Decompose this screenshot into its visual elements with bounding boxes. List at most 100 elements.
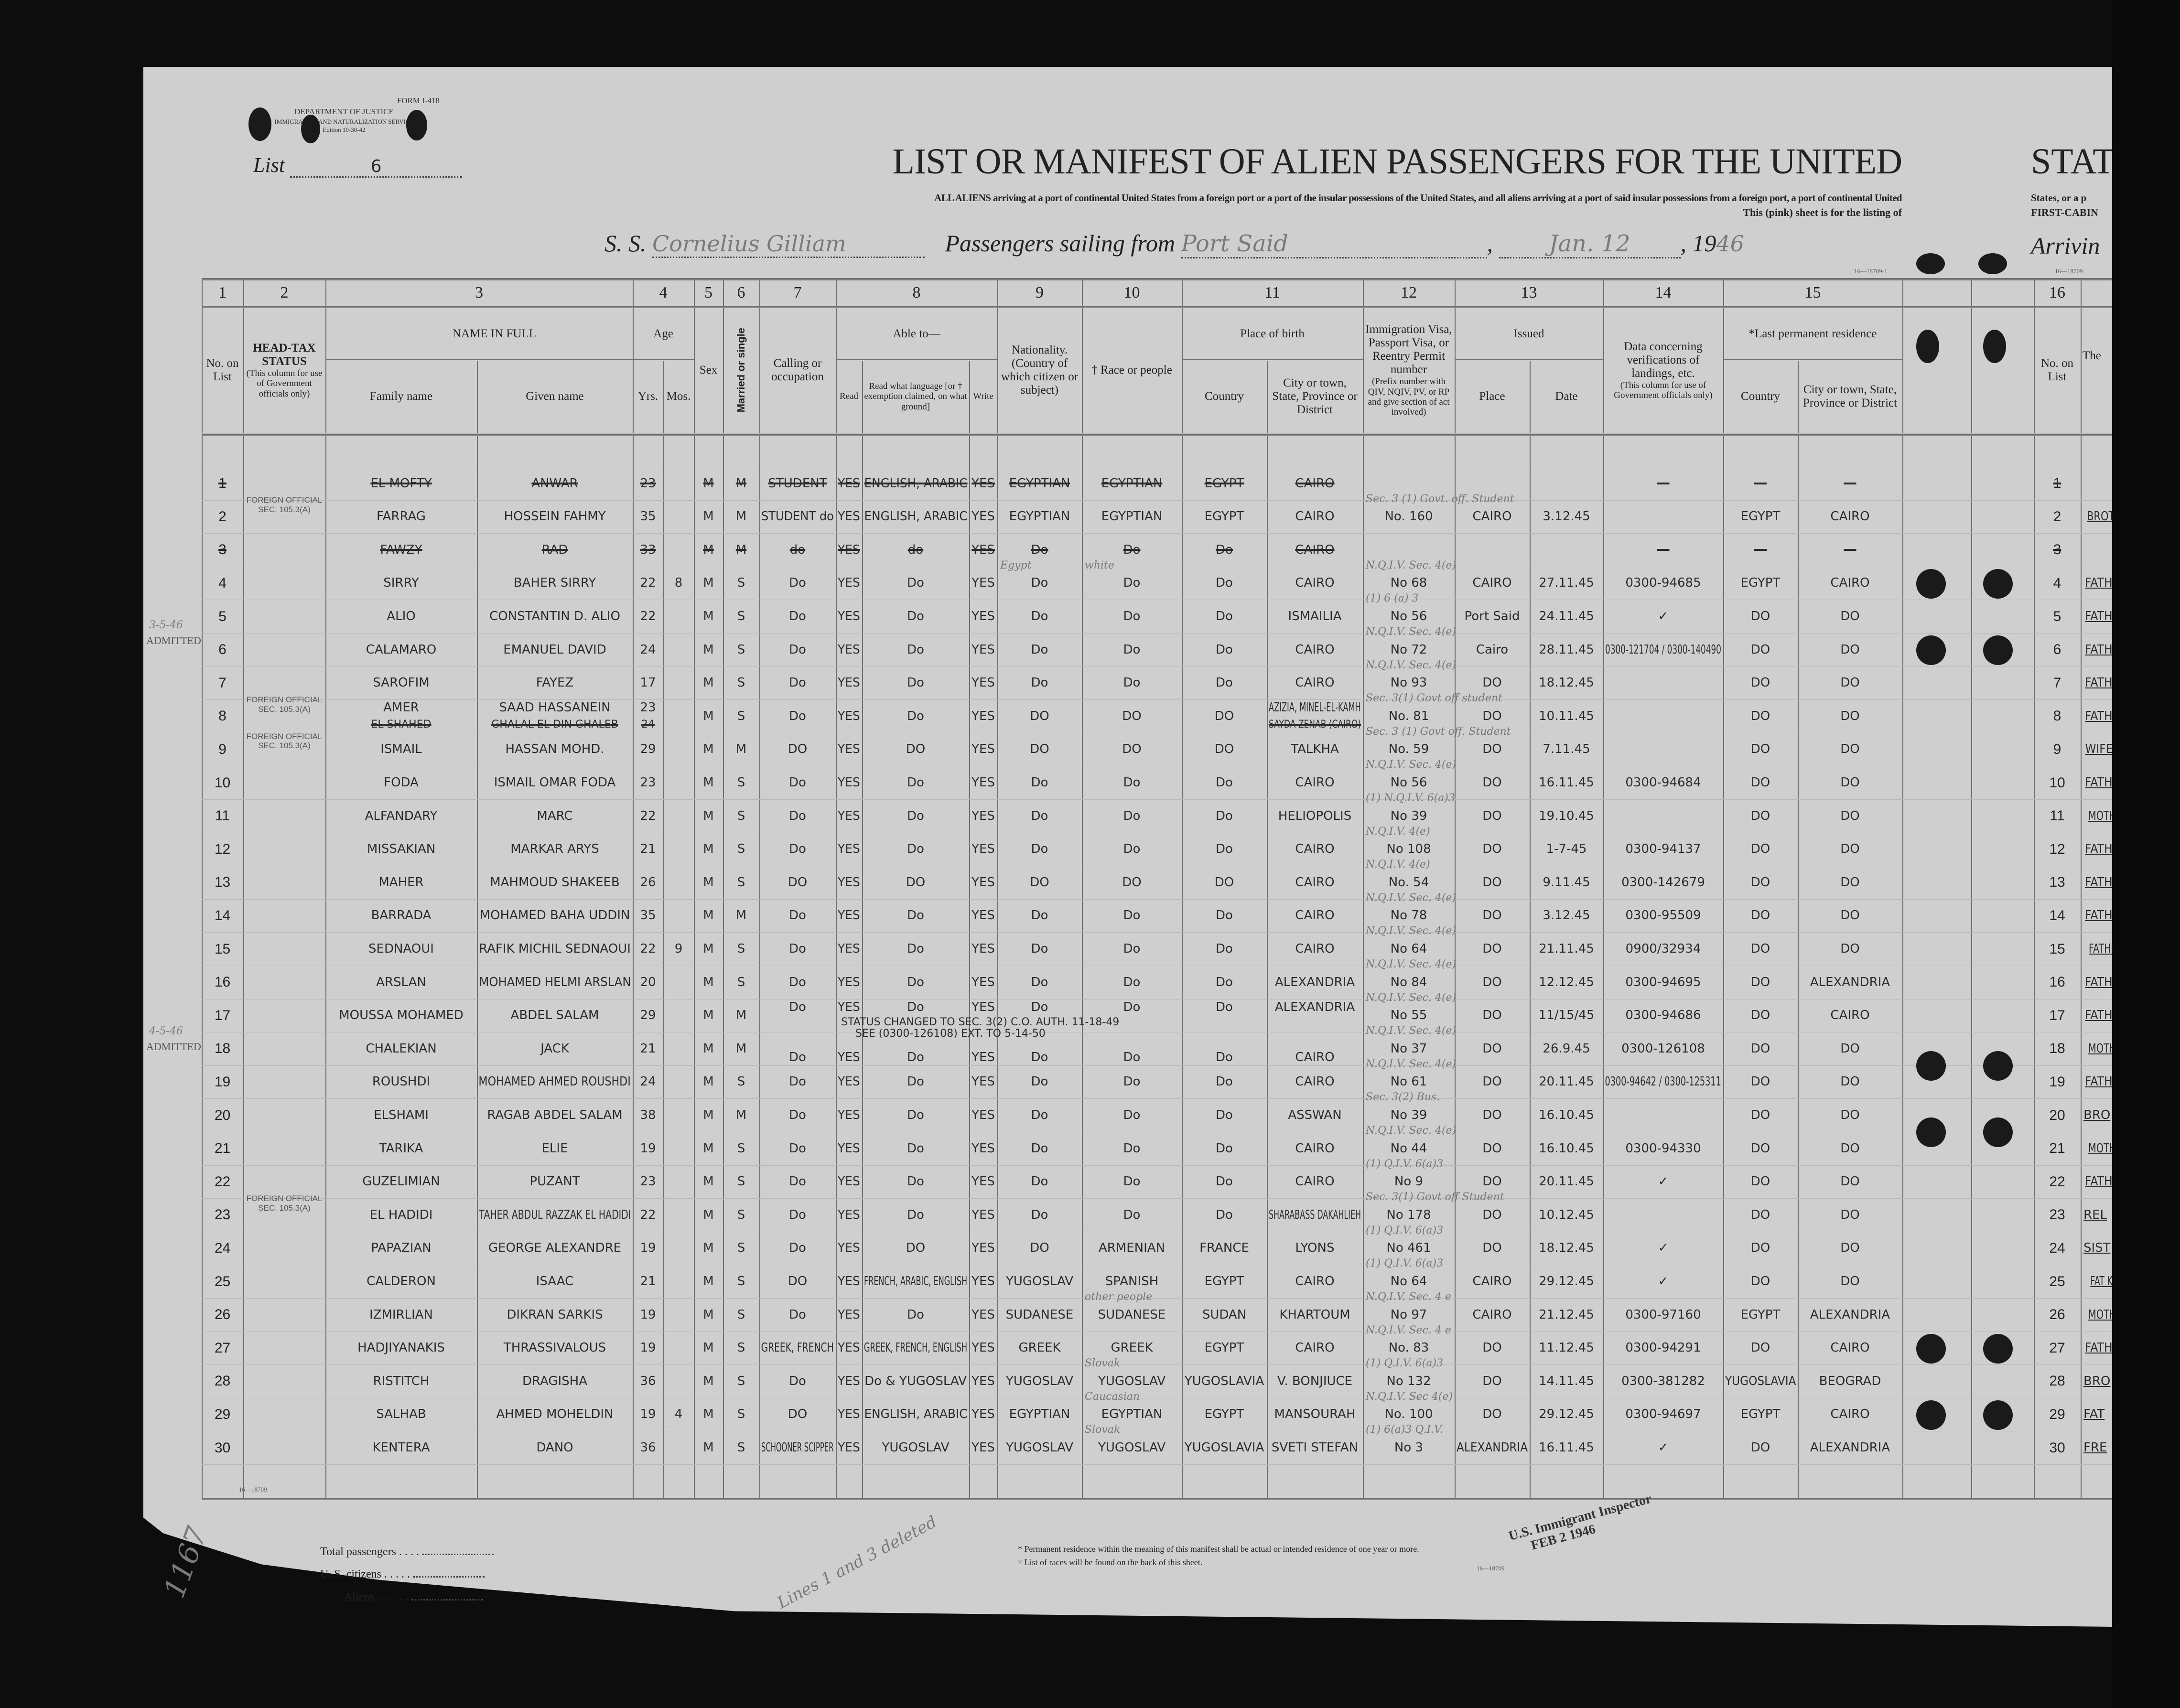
list-value: 6 xyxy=(290,157,463,178)
cell-text: DO xyxy=(1750,1174,1770,1189)
row-number: 29 xyxy=(202,1398,243,1431)
header-read: Read xyxy=(839,391,859,402)
cell-rc: DO xyxy=(1723,1332,1798,1365)
punch-hole xyxy=(1983,1400,2013,1430)
cell-text: — xyxy=(1844,542,1856,557)
cell-text: Do xyxy=(1123,609,1141,623)
cell-text: M xyxy=(735,1041,747,1056)
cell-text: 24 xyxy=(214,1240,231,1257)
cell-lang: DO xyxy=(862,866,969,899)
cell-text: DO xyxy=(1840,609,1860,623)
cell-text: 4 xyxy=(218,575,227,591)
cell-text: YES xyxy=(971,1374,995,1388)
cell-text: 0300-94137 xyxy=(1625,842,1701,857)
sailing-label: Passengers sailing from xyxy=(945,230,1176,257)
cell-visa: No 61 xyxy=(1363,1065,1455,1099)
cell-ms: S xyxy=(723,1298,759,1332)
row-number: 27 xyxy=(202,1332,243,1365)
cell-yrs: 29 xyxy=(633,999,663,1032)
cell-text: YES xyxy=(838,775,860,790)
cell-rcity: DO xyxy=(1798,1032,1902,1065)
cell-visa: No 108 xyxy=(1363,833,1455,866)
cell-text: Do xyxy=(1216,642,1233,657)
cell-text: YES xyxy=(971,999,995,1014)
cell-text: 0300-95509 xyxy=(1625,908,1701,923)
cell-rc: DO xyxy=(1723,699,1798,733)
cell-text: CHALEKIAN xyxy=(366,1041,437,1056)
cell-mos xyxy=(663,1132,694,1165)
column-rule xyxy=(663,361,664,1498)
cell-text: Do xyxy=(1216,808,1233,823)
cell-rel: REL xyxy=(2081,1198,2112,1232)
cell-text: 27 xyxy=(214,1340,231,1356)
row-number: 18 xyxy=(2034,1032,2081,1065)
row-number: 19 xyxy=(2034,1065,2081,1099)
cell-text: FATH xyxy=(2084,875,2112,890)
cell-idate: 21.11.45 xyxy=(1530,932,1603,966)
cell-text: Do xyxy=(1216,1074,1233,1089)
column-rule xyxy=(1798,361,1799,1498)
column-number: 8 xyxy=(912,283,921,301)
header-calling: Calling or occupation xyxy=(771,357,824,383)
cell-text: No 84 xyxy=(1390,975,1427,989)
cell-visa: No. 54 xyxy=(1363,866,1455,899)
cell-text: YES xyxy=(838,742,860,757)
cell-nat: GREEK xyxy=(997,1332,1082,1365)
cell-text: YUGOSLAV xyxy=(1005,1440,1074,1455)
cell-text: YES xyxy=(838,676,860,690)
cell-text: M xyxy=(703,576,714,591)
cell-text: 29.12.45 xyxy=(1539,1407,1594,1422)
cell-text: YES xyxy=(971,941,995,956)
cell-text: DO xyxy=(1840,709,1860,723)
cell-text: 22 xyxy=(2049,1173,2065,1190)
cell-text: 11 xyxy=(2050,808,2065,824)
cell-nat: EGYPTIAN xyxy=(997,467,1082,500)
cell-text: 21 xyxy=(2049,1140,2065,1157)
cell-text: FATH xyxy=(2084,676,2112,690)
cell-rc: DO xyxy=(1723,999,1798,1032)
cell-text: EGYPT xyxy=(1204,1274,1244,1289)
cell-text: ELSHAMI xyxy=(374,1107,429,1122)
cell-fam: MISSAKIAN xyxy=(325,833,477,866)
cell-text: GUZELIMIAN xyxy=(362,1174,440,1189)
cell-fam: MAHER xyxy=(325,866,477,899)
cell-ms: M xyxy=(723,1098,759,1132)
cell-text: M xyxy=(703,1241,714,1256)
form-stamp: FORM I-418 DEPARTMENT OF JUSTICE IMMIGRA… xyxy=(248,96,440,134)
cell-text: No 39 xyxy=(1390,1107,1427,1122)
cell-rel: FATH xyxy=(2081,600,2112,633)
cell-text: YES xyxy=(838,476,860,491)
cell-race: Do xyxy=(1082,567,1182,600)
cell-text: JACK xyxy=(540,1041,569,1056)
cell-text: M xyxy=(735,1107,747,1122)
cell-text: YES xyxy=(838,542,860,557)
cell-occ: Do xyxy=(759,633,836,666)
cell-sex: M xyxy=(694,1065,723,1099)
cell-ms: S xyxy=(723,966,759,999)
cell-text: DO xyxy=(788,742,808,757)
cell-text: FATH xyxy=(2084,775,2112,790)
cell-text: M xyxy=(703,1374,714,1388)
cell-text: 16.11.45 xyxy=(1539,775,1594,790)
cell-bcity: CAIRO xyxy=(1267,1332,1363,1365)
cell-text: No. 81 xyxy=(1388,709,1429,723)
cell-text: 0300-381282 xyxy=(1621,1374,1705,1388)
cell-nat: Do xyxy=(997,1132,1082,1165)
cell-nat: YUGOSLAV xyxy=(997,1265,1082,1298)
cell-text: DO xyxy=(1840,1241,1860,1256)
cell-text: 15 xyxy=(2049,941,2065,957)
cell-bcity: V. BONJIUCE xyxy=(1267,1364,1363,1398)
column-rule xyxy=(1971,278,1972,1498)
cell-text: 36 xyxy=(640,1374,656,1388)
cell-text: M xyxy=(703,676,714,690)
cell-rel: FATHE xyxy=(2081,932,2112,966)
cell-text: 35 xyxy=(640,908,656,923)
struck-entry: SAYDA ZENAB (CAIRO) xyxy=(1267,717,1363,732)
cell-text: No 64 xyxy=(1390,941,1427,956)
cell-text: ALEXANDRIA xyxy=(1456,1440,1528,1455)
cell-read: YES xyxy=(836,1332,862,1365)
row-number: 22 xyxy=(202,1165,243,1199)
cell-fam: EL HADIDI xyxy=(325,1198,477,1232)
row-number: 30 xyxy=(202,1431,243,1464)
cell-ver: 0300-95509 xyxy=(1603,899,1723,933)
